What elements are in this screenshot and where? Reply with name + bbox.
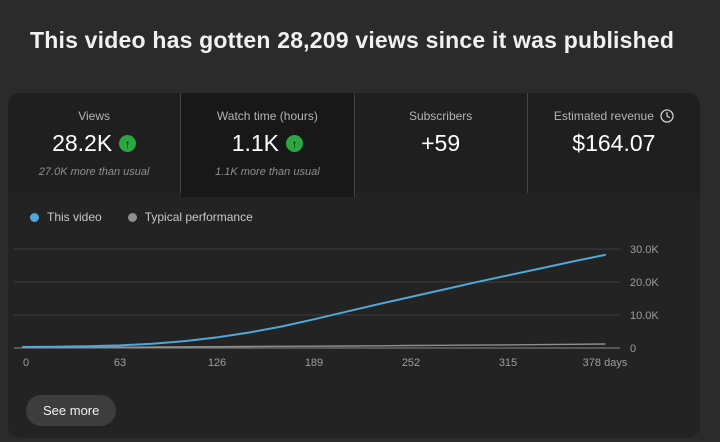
legend-item-typical-performance: Typical performance — [127, 210, 253, 224]
metric-value-text: 28.2K — [52, 130, 113, 156]
metric-label-text: Views — [78, 109, 111, 123]
metric-label-text: Subscribers — [408, 109, 473, 123]
x-tick-label: 0 — [23, 357, 29, 369]
y-tick-label: 20.0K — [630, 277, 659, 289]
metric-subtitle: 1.1K more than usual — [215, 166, 320, 178]
legend-label: Typical performance — [144, 210, 253, 224]
metric-card-watch-time-hours[interactable]: Watch time (hours) 1.1K ↑ 1.1K more than us… — [181, 93, 355, 197]
y-tick-label: 0 — [630, 343, 636, 355]
y-tick-label: 30.0K — [630, 244, 659, 256]
series-line-typical-performance — [22, 343, 606, 349]
metric-label-text: Watch time (hours) — [216, 109, 318, 123]
trend-up-icon: ↑ — [119, 135, 137, 152]
views-line-chart: 0 10.0K 20.0K 30.0K 0 63 126 189 252 315 378 days — [8, 233, 700, 381]
metric-value: 1.1K ↑ — [181, 130, 353, 157]
chart-legend: This video Typical performance — [30, 210, 253, 224]
clock-icon — [660, 109, 674, 123]
metric-label: Subscribers — [355, 109, 527, 123]
x-tick-label: 63 — [114, 357, 126, 369]
trend-up-icon: ↑ — [286, 135, 304, 152]
legend-dot-icon — [127, 212, 137, 222]
metric-value-text: +59 — [421, 130, 461, 156]
metric-label: Estimated revenue — [528, 109, 700, 123]
x-tick-label: 252 — [402, 357, 420, 369]
metric-label: Watch time (hours) — [181, 109, 353, 123]
series-line-this-video — [22, 253, 606, 348]
legend-dot-icon — [30, 212, 39, 222]
metric-card-views[interactable]: Views 28.2K ↑ 27.0K more than usual — [8, 93, 182, 193]
x-tick-label: 189 — [305, 357, 323, 369]
analytics-panel: Views 28.2K ↑ 27.0K more than usual Watch ti… — [8, 93, 700, 438]
legend-label: This video — [47, 210, 102, 224]
x-tick-label: 378 days — [583, 357, 628, 369]
x-tick-label: 126 — [208, 357, 226, 369]
chart-canvas: 0 10.0K 20.0K 30.0K 0 63 126 189 252 315 378 days — [14, 244, 659, 369]
metric-value: $164.07 — [528, 130, 700, 157]
metric-value: +59 — [355, 130, 527, 157]
metric-label: Views — [8, 109, 180, 123]
page-title: This video has gotten 28,209 views since… — [30, 27, 675, 53]
metric-value: 28.2K ↑ — [8, 130, 180, 157]
metric-subtitle: 27.0K more than usual — [38, 166, 150, 178]
metric-label-text: Estimated revenue — [553, 109, 654, 123]
metric-card-estimated-revenue[interactable]: Estimated revenue $164.07 — [527, 93, 700, 193]
legend-item-this-video: This video — [30, 210, 102, 224]
metric-value-text: 1.1K — [231, 130, 280, 156]
metric-card-subscribers[interactable]: Subscribers +59 — [354, 93, 528, 193]
metrics-row: Views 28.2K ↑ 27.0K more than usual Watch ti… — [8, 93, 700, 197]
x-tick-label: 315 — [499, 357, 517, 369]
see-more-button[interactable]: See more — [26, 395, 117, 426]
y-tick-label: 10.0K — [630, 310, 659, 322]
metric-value-text: $164.07 — [572, 130, 656, 156]
